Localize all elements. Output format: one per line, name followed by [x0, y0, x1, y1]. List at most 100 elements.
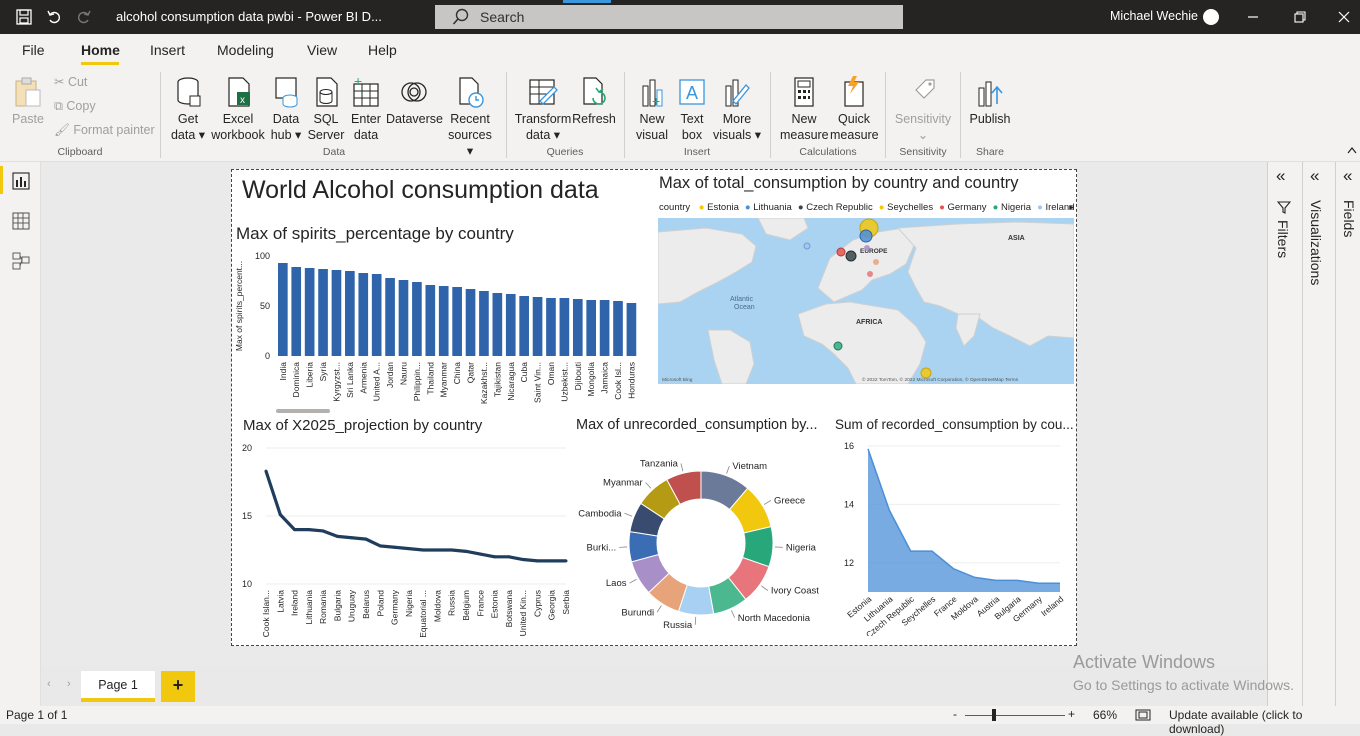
menu-modeling[interactable]: Modeling: [217, 42, 274, 58]
next-page-icon[interactable]: ›: [67, 678, 71, 690]
legend-next-icon[interactable]: ▸: [1069, 202, 1074, 213]
bubble-other-3[interactable]: [867, 271, 873, 277]
save-icon[interactable]: [16, 9, 32, 25]
report-view-icon[interactable]: [12, 172, 30, 190]
menu-home[interactable]: Home: [81, 42, 120, 58]
search-box[interactable]: Search: [435, 5, 903, 29]
line-point[interactable]: [322, 529, 325, 532]
bar[interactable]: [399, 280, 409, 356]
bar[interactable]: [493, 293, 503, 356]
legend-item[interactable]: ● Lithuania: [745, 202, 792, 213]
report-title[interactable]: World Alcohol consumption data: [242, 176, 599, 205]
filters-pane-label[interactable]: Filters: [1275, 220, 1291, 258]
bar[interactable]: [600, 300, 610, 356]
dataverse-button[interactable]: Dataverse: [386, 76, 442, 127]
bar[interactable]: [613, 301, 623, 356]
line-point[interactable]: [279, 513, 282, 516]
bar[interactable]: [452, 287, 462, 356]
line-point[interactable]: [265, 470, 268, 473]
add-page-button[interactable]: +: [161, 671, 195, 702]
expand-filters-icon[interactable]: «: [1276, 166, 1285, 186]
line-point[interactable]: [293, 528, 296, 531]
line-point[interactable]: [350, 536, 353, 539]
line-point[interactable]: [522, 558, 525, 561]
user-name[interactable]: Michael Wechie: [1110, 9, 1198, 23]
area-fill[interactable]: [868, 449, 1060, 592]
line-point[interactable]: [550, 559, 553, 562]
close-icon[interactable]: [1338, 11, 1350, 23]
bar[interactable]: [573, 299, 583, 356]
line-point[interactable]: [493, 555, 496, 558]
redo-icon[interactable]: [76, 9, 92, 25]
legend-item[interactable]: ● Czech Republic: [798, 202, 873, 213]
bar[interactable]: [358, 273, 368, 356]
bar[interactable]: [318, 269, 328, 356]
bar[interactable]: [627, 303, 637, 356]
menu-help[interactable]: Help: [368, 42, 397, 58]
publish-button[interactable]: Publish: [968, 76, 1012, 127]
model-view-icon[interactable]: [12, 252, 30, 270]
map[interactable]: EUROPE ASIA AFRICA Atlantic Ocean Micros…: [658, 218, 1074, 384]
legend-item[interactable]: ● Germany: [939, 202, 986, 213]
expand-visualizations-icon[interactable]: «: [1310, 166, 1319, 186]
sensitivity-button[interactable]: Sensitivity⌄: [892, 76, 954, 143]
bubble-other-2[interactable]: [873, 259, 879, 265]
bar[interactable]: [412, 282, 422, 356]
bar[interactable]: [305, 268, 315, 356]
avatar[interactable]: [1203, 9, 1219, 25]
line-point[interactable]: [436, 549, 439, 552]
bar[interactable]: [546, 298, 556, 356]
zoom-out-button[interactable]: -: [953, 707, 957, 721]
legend-item[interactable]: ● Estonia: [699, 202, 739, 213]
bar[interactable]: [425, 285, 435, 356]
minimize-icon[interactable]: [1247, 11, 1259, 23]
expand-fields-icon[interactable]: «: [1343, 166, 1352, 186]
zoom-slider-thumb[interactable]: [992, 709, 996, 721]
bubble-seychelles[interactable]: [921, 368, 931, 378]
line-point[interactable]: [336, 535, 339, 538]
refresh-button[interactable]: Refresh: [572, 76, 616, 127]
menu-view[interactable]: View: [307, 42, 337, 58]
bar[interactable]: [519, 296, 529, 356]
legend-item[interactable]: ● Seychelles: [879, 202, 933, 213]
bubble-other-1[interactable]: [864, 245, 870, 251]
page-tab-page-1[interactable]: Page 1: [81, 671, 155, 702]
prev-page-icon[interactable]: ‹: [47, 678, 51, 690]
line-point[interactable]: [422, 549, 425, 552]
bubble-germany[interactable]: [837, 248, 845, 256]
fit-to-page-icon[interactable]: [1135, 709, 1151, 721]
bar[interactable]: [466, 289, 476, 356]
bar[interactable]: [439, 286, 449, 356]
line-point[interactable]: [307, 528, 310, 531]
menu-insert[interactable]: Insert: [150, 42, 185, 58]
restore-icon[interactable]: [1294, 11, 1306, 23]
zoom-in-button[interactable]: +: [1068, 707, 1075, 721]
line-point[interactable]: [393, 546, 396, 549]
bubble-lithuania[interactable]: [860, 230, 872, 242]
bar[interactable]: [560, 298, 570, 356]
collapse-ribbon-icon[interactable]: [1347, 146, 1357, 154]
line-point[interactable]: [465, 550, 468, 553]
line-point[interactable]: [507, 555, 510, 558]
bar[interactable]: [278, 263, 288, 356]
undo-icon[interactable]: [46, 9, 62, 25]
menu-file[interactable]: File: [22, 42, 45, 58]
update-available-link[interactable]: Update available (click to download): [1169, 708, 1360, 736]
copy-button[interactable]: ⧉ Copy: [54, 98, 96, 114]
line-point[interactable]: [536, 559, 539, 562]
legend-item[interactable]: ● Nigeria: [993, 202, 1032, 213]
